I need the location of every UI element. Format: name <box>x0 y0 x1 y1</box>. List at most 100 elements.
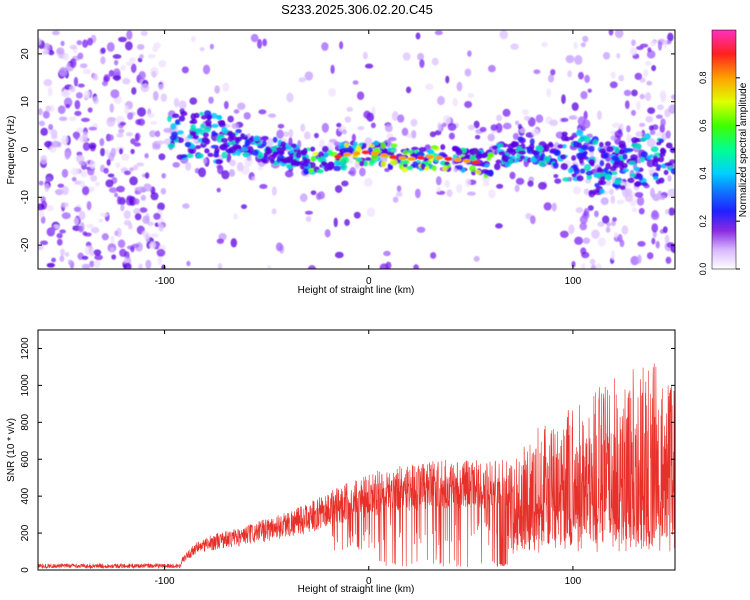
spectrogram-band-cell <box>530 157 537 162</box>
spectrogram-cell <box>579 222 588 231</box>
spectrogram-band-cell <box>471 147 479 155</box>
spectrogram-cell <box>496 183 504 189</box>
spectrogram-cell <box>106 134 114 141</box>
spectrogram-cell <box>157 202 165 211</box>
spectrogram-cell <box>133 207 141 215</box>
spectrogram-cell <box>527 117 536 127</box>
spectrogram-band-cell <box>402 149 408 155</box>
spectrogram-band-cell <box>440 144 446 151</box>
spectrogram-cell <box>662 226 668 234</box>
spectrogram-cell <box>419 59 425 68</box>
spectrogram-cell <box>145 259 152 269</box>
spectrogram-cell <box>46 176 52 183</box>
spectrogram-cell <box>116 185 125 193</box>
colorbar-tick-label: 0.8 <box>698 72 708 85</box>
spectrogram-band-cell <box>592 139 599 146</box>
spectrogram-cell <box>143 183 152 192</box>
spectrogram-cell <box>514 184 520 193</box>
spectrogram-cell <box>597 237 606 247</box>
spectrogram-cell <box>668 104 675 114</box>
spectrogram-cell <box>87 37 94 46</box>
spectrogram-cell <box>655 132 663 137</box>
spectrogram-band-cell <box>553 150 560 156</box>
spectrogram-band-cell <box>622 153 628 160</box>
spectrogram-band-cell <box>174 119 181 125</box>
spectrogram-band-cell <box>567 167 574 174</box>
spectrogram-cell <box>667 174 672 182</box>
spectrogram-cell <box>80 170 88 178</box>
spectrogram-cell <box>319 139 325 149</box>
spectrogram-cell <box>395 191 403 197</box>
spectrogram-cell <box>473 120 480 129</box>
spectrogram-band-cell <box>202 132 209 138</box>
spectrogram-cell <box>100 147 106 157</box>
spectrogram-cell <box>657 40 663 51</box>
spectrogram-band-cell <box>195 145 202 150</box>
spectrogram-cell <box>330 64 335 74</box>
spectrogram-band-cell <box>605 174 612 181</box>
spectrogram-cell <box>226 152 232 163</box>
spectrogram-cell <box>262 38 267 47</box>
spectrogram-cell <box>81 255 89 260</box>
spectrogram-cell <box>60 248 65 256</box>
spectrogram-band-cell <box>245 139 250 147</box>
spectrogram-band-cell <box>582 156 589 160</box>
spectrogram-cell <box>114 192 119 198</box>
spectrogram-cell <box>82 39 89 48</box>
spectrogram-cell <box>46 262 55 268</box>
spectrogram-cell <box>402 52 411 61</box>
spectrogram-cell <box>64 251 70 257</box>
colorbar-tick-label: 0.0 <box>698 263 708 276</box>
spectrogram-cell <box>321 122 329 133</box>
spectrogram-cell <box>405 86 412 94</box>
spectrogram-band-cell <box>200 123 206 129</box>
spectrogram-cell <box>568 224 575 235</box>
spectrogram-band-cell <box>368 160 374 166</box>
spectrogram-cell <box>333 141 342 147</box>
spectrogram-band-cell <box>312 151 320 156</box>
spectrogram-cell <box>131 87 137 95</box>
spectrogram-cell <box>467 93 475 98</box>
spectrogram-cell <box>353 211 361 219</box>
spectrogram-cell <box>660 118 666 127</box>
spectrogram-cell <box>446 189 453 197</box>
spectrogram-cell <box>271 208 277 215</box>
spectrogram-cell <box>651 209 659 218</box>
spectrogram-band-cell <box>215 158 223 165</box>
spectrogram-band-cell <box>406 165 413 171</box>
spectrogram-blobs <box>38 30 675 269</box>
spectrogram-band-cell <box>560 162 569 170</box>
y-tick-label: 10 <box>20 96 31 108</box>
spectrogram-band-cell <box>401 165 409 173</box>
spectrogram-cell <box>161 172 167 179</box>
snr-y-label: SNR (10 * v/v) <box>6 418 17 482</box>
spectrogram-cell <box>644 60 652 66</box>
spectrogram-cell <box>362 51 368 60</box>
spectrogram-band-cell <box>559 154 567 160</box>
spectrogram-cell <box>130 245 135 253</box>
spectrogram-cell <box>58 116 68 122</box>
spectrogram-band-cell <box>184 141 192 148</box>
spectrogram-band-cell <box>627 177 635 184</box>
spectrogram-cell <box>277 123 285 129</box>
spectrogram-cell <box>341 180 349 187</box>
spectrogram-cell <box>581 251 590 259</box>
spectrogram-band-cell <box>190 113 197 121</box>
spectrogram-cell <box>357 126 365 131</box>
snr-frame <box>37 329 676 571</box>
spectrogram-band-cell <box>652 176 659 181</box>
spectrogram-band-cell <box>598 148 606 154</box>
spectrogram-cell <box>495 123 503 134</box>
spectrogram-cell <box>77 83 85 88</box>
spectrogram-cell <box>606 222 612 227</box>
spectrogram-cell <box>547 74 555 83</box>
spectrogram-cell <box>154 130 161 138</box>
spectrogram-peak-cell <box>435 155 444 160</box>
spectrogram-band-cell <box>599 180 607 186</box>
spectrogram-cell <box>668 207 675 216</box>
spectrogram-cell <box>106 159 111 166</box>
spectrogram-cell <box>626 125 631 133</box>
spectrogram-cell <box>123 262 132 269</box>
y-tick-label: 1000 <box>20 374 31 397</box>
spectrogram-cell <box>487 64 496 73</box>
